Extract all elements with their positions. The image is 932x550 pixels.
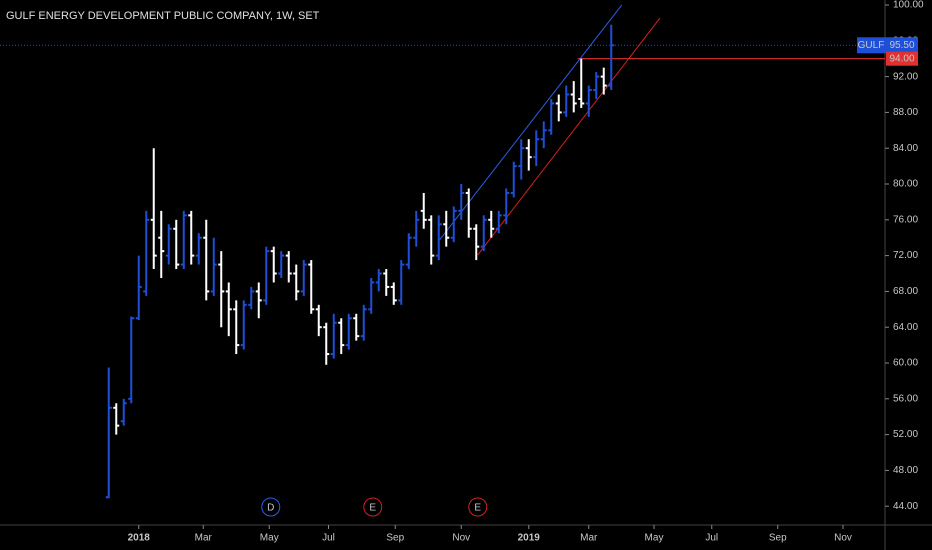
y-tick-label: 84.00 (893, 143, 918, 154)
symbol-label: GULF (858, 40, 885, 51)
y-tick-label: 56.00 (893, 393, 918, 404)
alert-label: 94.00 (889, 53, 914, 64)
x-tick-label: Jul (322, 533, 335, 544)
event-marker (261, 497, 281, 517)
event-marker (363, 497, 383, 517)
x-tick-label: Nov (452, 533, 470, 544)
symbol-badge (857, 37, 886, 54)
y-tick-label: 60.00 (893, 358, 918, 369)
last-price-badge (886, 37, 918, 54)
y-tick-label: 76.00 (893, 214, 918, 225)
event-label: E (369, 503, 376, 514)
x-tick-label: May (260, 533, 279, 544)
trendline (477, 17, 661, 256)
y-tick-label: 64.00 (893, 322, 918, 333)
y-tick-label: 68.00 (893, 286, 918, 297)
y-tick-label: 80.00 (893, 179, 918, 190)
y-tick-label: 44.00 (893, 501, 918, 512)
y-tick-label: 48.00 (893, 465, 918, 476)
y-tick-label: 100.00 (893, 0, 924, 11)
chart-title: GULF ENERGY DEVELOPMENT PUBLIC COMPANY, … (6, 10, 320, 22)
trendline (439, 4, 623, 241)
y-tick-label: 52.00 (893, 429, 918, 440)
x-tick-label: Nov (834, 533, 852, 544)
event-marker (468, 497, 488, 517)
event-label: D (267, 503, 274, 514)
y-tick-label: 88.00 (893, 107, 918, 118)
x-tick-label: Sep (386, 533, 404, 544)
x-tick-label: May (645, 533, 664, 544)
x-tick-label: Mar (195, 533, 213, 544)
x-tick-label: Jul (705, 533, 718, 544)
x-tick-label: Mar (580, 533, 598, 544)
event-label: E (474, 503, 481, 514)
alert-badge (886, 51, 918, 66)
last-price-label: 95.50 (889, 40, 914, 51)
x-tick-label: 2018 (128, 533, 151, 544)
x-tick-label: 2019 (518, 533, 541, 544)
y-tick-label: 72.00 (893, 250, 918, 261)
x-tick-label: Sep (769, 533, 787, 544)
y-tick-label: 92.00 (893, 71, 918, 82)
